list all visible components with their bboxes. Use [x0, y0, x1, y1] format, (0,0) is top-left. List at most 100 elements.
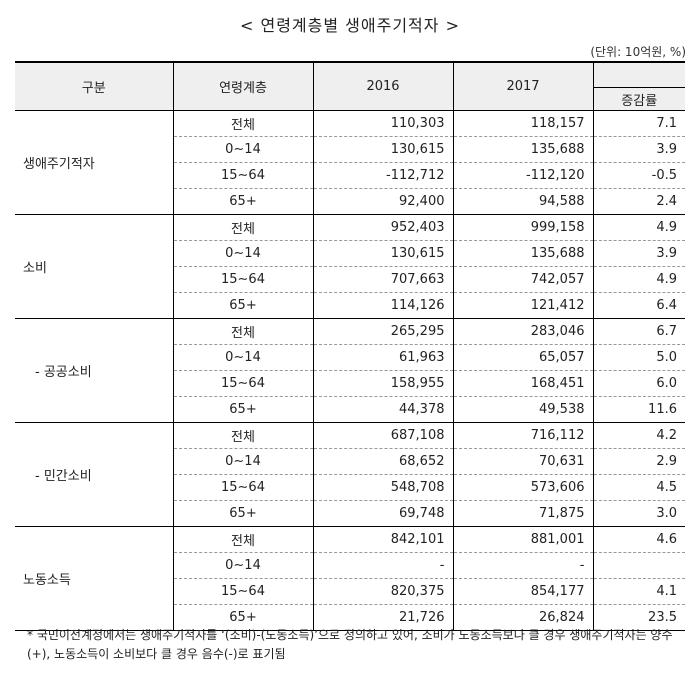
age-cell: 전체: [172, 110, 313, 137]
table-row: 65+ 69,748 71,875 3.0: [15, 500, 685, 527]
growth-cell: 7.1: [592, 110, 685, 137]
value-2016-cell: 707,663: [312, 266, 453, 293]
group-label: - 민간소비: [15, 422, 173, 527]
value-2017-cell: 65,057: [452, 344, 593, 371]
value-2016-cell: 44,378: [312, 396, 453, 423]
value-2016-cell: 820,375: [312, 578, 453, 605]
value-2017-cell: 168,451: [452, 370, 593, 397]
table-row: 65+ 21,726 26,824 23.5: [15, 604, 685, 631]
table-row: 소비 전체 952,403 999,158 4.9: [15, 214, 685, 319]
value-2016-cell: 68,652: [312, 448, 453, 475]
age-cell: 0∼14: [172, 136, 313, 163]
growth-cell: 3.9: [592, 240, 685, 267]
age-cell: 65+: [172, 500, 313, 527]
growth-cell: 4.1: [592, 578, 685, 605]
age-cell: 전체: [172, 318, 313, 345]
growth-cell: 23.5: [592, 604, 685, 631]
value-2017-cell: 854,177: [452, 578, 593, 605]
value-2017-cell: 135,688: [452, 240, 593, 267]
age-cell: 65+: [172, 292, 313, 319]
growth-cell: -0.5: [592, 162, 685, 189]
table-title: < 연령계층별 생애주기적자 >: [240, 16, 460, 35]
value-2017-cell: 742,057: [452, 266, 593, 293]
table-row: 0∼14- -: [15, 552, 685, 579]
age-cell: 15∼64: [172, 370, 313, 397]
value-2017-cell: -112,120: [452, 162, 593, 189]
age-cell: 전체: [172, 214, 313, 241]
value-2017-cell: -: [452, 552, 593, 579]
value-2016-cell: 548,708: [312, 474, 453, 501]
unit-label: (단위: 10억원, %): [590, 45, 686, 59]
group-label: 생애주기적자: [15, 110, 173, 215]
age-cell: 65+: [172, 396, 313, 423]
footnote: * 국민이전계정에서는 생애주기적자를 ‘(소비)-(노동소득)’으로 정의하고…: [27, 628, 673, 661]
value-2016-cell: 69,748: [312, 500, 453, 527]
value-2017-cell: 49,538: [452, 396, 593, 423]
growth-cell: 2.4: [592, 188, 685, 215]
group-label: 소비: [15, 214, 173, 319]
value-2016-cell: 21,726: [312, 604, 453, 631]
value-2017-cell: 121,412: [452, 292, 593, 319]
value-2017-cell: 573,606: [452, 474, 593, 501]
table-header: 구분 연령계층 2016 2017 증감률: [15, 61, 685, 111]
header-growth: 증감률: [592, 87, 685, 111]
growth-cell: [592, 552, 685, 579]
value-2016-cell: -112,712: [312, 162, 453, 189]
age-cell: 15∼64: [172, 474, 313, 501]
value-2017-cell: 881,001: [452, 526, 593, 553]
header-2016: 2016: [312, 61, 453, 111]
value-2017-cell: 70,631: [452, 448, 593, 475]
value-2016-cell: 110,303: [312, 110, 453, 137]
value-2016-cell: 687,108: [312, 422, 453, 449]
table-row: 노동소득 전체 842,101 881,001 4.6: [15, 526, 685, 631]
header-2017: 2017: [452, 61, 593, 111]
header-category: 구분: [15, 61, 173, 111]
table-row: 0∼14 68,652 70,631 2.9: [15, 448, 685, 475]
value-2016-cell: 114,126: [312, 292, 453, 319]
table-row: 15∼64 548,708 573,606 4.5: [15, 474, 685, 501]
age-cell: 0∼14: [172, 448, 313, 475]
header-age-group: 연령계층: [172, 61, 313, 111]
growth-cell: 3.0: [592, 500, 685, 527]
table-row: 65+ 114,126 121,412 6.4: [15, 292, 685, 319]
value-2016-cell: 265,295: [312, 318, 453, 345]
growth-cell: 2.9: [592, 448, 685, 475]
table-row: 15∼64 820,375 854,177 4.1: [15, 578, 685, 605]
table-row: - 공공소비 전체 265,295 283,046 6.7: [15, 318, 685, 423]
value-2017-cell: 118,157: [452, 110, 593, 137]
table-row: - 민간소비 전체 687,108 716,112 4.2: [15, 422, 685, 527]
table-row: 15∼64 -112,712 -112,120 -0.5: [15, 162, 685, 189]
group-label: - 공공소비: [15, 318, 173, 423]
value-2016-cell: 952,403: [312, 214, 453, 241]
age-cell: 0∼14: [172, 344, 313, 371]
value-2017-cell: 135,688: [452, 136, 593, 163]
age-cell: 0∼14: [172, 240, 313, 267]
value-2016-cell: 92,400: [312, 188, 453, 215]
value-2016-cell: 158,955: [312, 370, 453, 397]
value-2017-cell: 94,588: [452, 188, 593, 215]
value-2016-cell: 130,615: [312, 240, 453, 267]
table-row: 0∼14 130,615 135,688 3.9: [15, 240, 685, 267]
growth-cell: 4.6: [592, 526, 685, 553]
value-2016-cell: 842,101: [312, 526, 453, 553]
growth-cell: 3.9: [592, 136, 685, 163]
value-2016-cell: -: [312, 552, 453, 579]
growth-cell: 4.5: [592, 474, 685, 501]
growth-cell: 4.2: [592, 422, 685, 449]
growth-cell: 6.0: [592, 370, 685, 397]
value-2016-cell: 61,963: [312, 344, 453, 371]
growth-cell: 6.4: [592, 292, 685, 319]
value-2017-cell: 716,112: [452, 422, 593, 449]
group-label: 노동소득: [15, 526, 173, 631]
age-cell: 0∼14: [172, 552, 313, 579]
value-2017-cell: 999,158: [452, 214, 593, 241]
growth-cell: 5.0: [592, 344, 685, 371]
table-row: 15∼64 158,955 168,451 6.0: [15, 370, 685, 397]
value-2017-cell: 26,824: [452, 604, 593, 631]
table-row: 65+ 44,378 49,538 11.6: [15, 396, 685, 423]
value-2017-cell: 283,046: [452, 318, 593, 345]
table-row: 생애주기적자 전체 110,303 118,157 7.1: [15, 110, 685, 215]
table-row: 15∼64 707,663 742,057 4.9: [15, 266, 685, 293]
table-row: 65+ 92,400 94,588 2.4: [15, 188, 685, 215]
growth-cell: 11.6: [592, 396, 685, 423]
